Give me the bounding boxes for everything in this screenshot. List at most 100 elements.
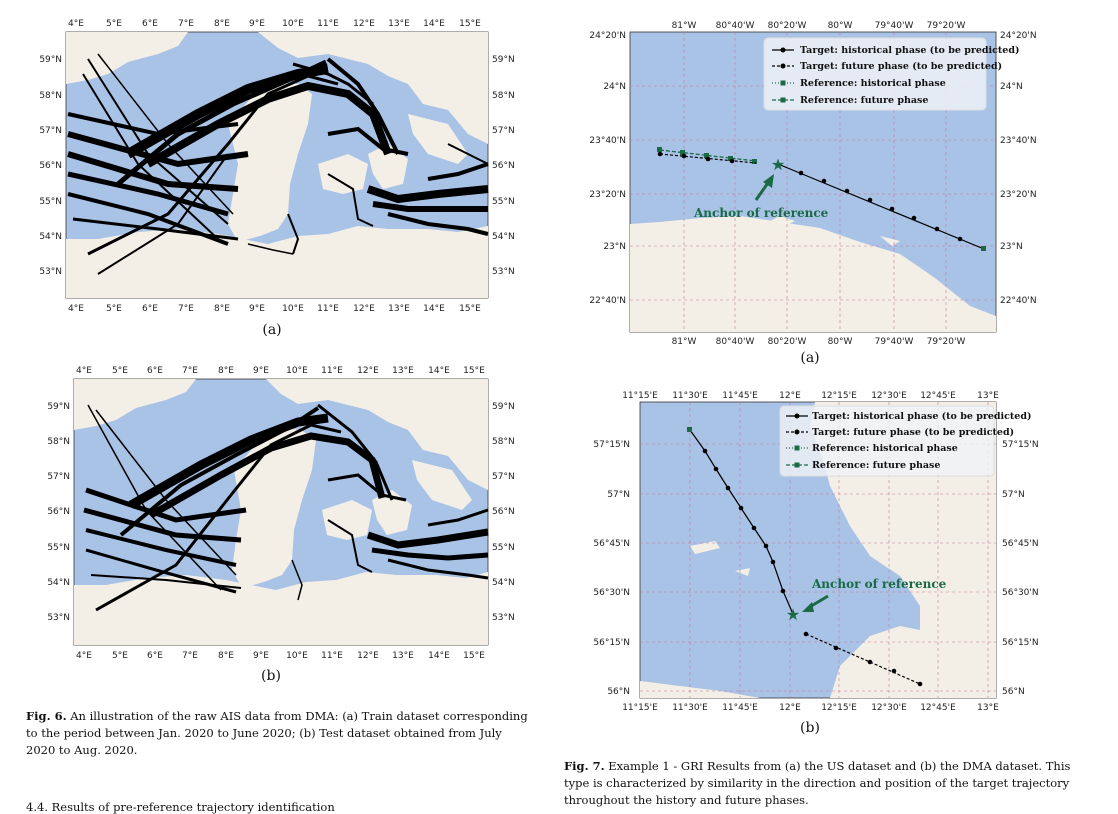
lat-tick: 56°30'N [1002, 588, 1039, 598]
lon-tick: 81°W [672, 21, 697, 31]
fig7a-legend: Target: historical phase (to be predicte… [772, 45, 1020, 106]
lat-tick: 57°N [1002, 490, 1025, 500]
lon-tick: 11°30'E [672, 703, 708, 713]
lon-tick: 13°E [977, 703, 999, 713]
lon-tick: 80°W [828, 337, 853, 347]
lon-tick: 80°20'W [768, 337, 807, 347]
lon-tick: 7°E [182, 651, 198, 661]
lon-tick: 8°E [214, 19, 230, 29]
lon-tick: 13°E [392, 651, 414, 661]
lat-tick: 55°N [47, 543, 70, 553]
legend-entry: Reference: future phase [812, 460, 940, 471]
lat-tick: 55°N [492, 197, 515, 207]
lon-tick: 81°W [672, 337, 697, 347]
fig6-panel-b: 4°E 5°E 6°E 7°E 8°E 9°E 10°E 11°E 12°E 1… [36, 360, 526, 666]
fig7b-lon-ticks-top: 11°15'E 11°30'E 11°45'E 12°E 12°15'E 12°… [622, 391, 999, 401]
lat-tick: 57°N [39, 126, 62, 136]
lon-tick: 80°W [828, 21, 853, 31]
lon-tick: 10°E [282, 304, 304, 314]
lat-tick: 59°N [492, 402, 515, 412]
lon-tick: 15°E [463, 651, 485, 661]
lon-tick: 6°E [142, 19, 158, 29]
lat-tick: 56°N [607, 687, 630, 697]
lon-tick: 9°E [249, 304, 265, 314]
fig7a-sublabel: (a) [800, 350, 820, 366]
fig7b-legend: Target: historical phase (to be predicte… [786, 411, 1032, 471]
lon-tick: 9°E [249, 19, 265, 29]
lon-tick: 14°E [423, 304, 445, 314]
lat-tick: 23°N [603, 242, 626, 252]
lat-tick: 24°N [603, 82, 626, 92]
fig7a-anchor-star-icon: ★ [771, 157, 785, 174]
lon-tick: 12°15'E [821, 391, 857, 401]
fig6b-sublabel: (b) [261, 668, 281, 684]
lat-tick: 56°N [1002, 687, 1025, 697]
lat-tick: 53°N [492, 267, 515, 277]
lon-tick: 80°20'W [768, 21, 807, 31]
lat-tick: 56°N [47, 507, 70, 517]
fig7-caption-label: Fig. 7. [564, 759, 605, 773]
lat-tick: 56°N [492, 507, 515, 517]
lat-tick: 58°N [47, 437, 70, 447]
lat-tick: 57°N [47, 472, 70, 482]
lat-tick: 57°15'N [1002, 440, 1039, 450]
legend-entry: Target: future phase (to be predicted) [812, 427, 1014, 438]
lat-tick: 56°15'N [593, 638, 630, 648]
fig7b-anchor-star-icon: ★ [786, 607, 800, 624]
fig7a-land [630, 216, 996, 332]
lat-tick: 55°N [39, 197, 62, 207]
lat-tick: 56°45'N [593, 539, 630, 549]
legend-entry: Target: future phase (to be predicted) [800, 61, 1002, 72]
lat-tick: 23°40'N [589, 136, 626, 146]
fig6a-lon-ticks-top: 4°E 5°E 6°E 7°E 8°E 9°E 10°E 11°E 12°E 1… [68, 19, 481, 29]
section-heading: 4.4. Results of pre-reference trajectory… [26, 800, 335, 814]
fig7a-anchor-label: Anchor of reference [693, 206, 829, 220]
lon-tick: 14°E [428, 651, 450, 661]
lon-tick: 12°30'E [871, 703, 907, 713]
fig6b-lon-ticks-bottom: 4°E 5°E 6°E 7°E 8°E 9°E 10°E 11°E 12°E 1… [76, 651, 485, 661]
lon-tick: 6°E [147, 651, 163, 661]
lat-tick: 56°N [39, 161, 62, 171]
fig7-panel-b: 11°15'E 11°30'E 11°45'E 12°E 12°15'E 12°… [590, 386, 1050, 716]
fig6-caption-text: An illustration of the raw AIS data from… [26, 709, 528, 757]
fig6a-tracks [67, 53, 489, 275]
fig7a-lat-ticks-right: 24°20'N 24°N 23°40'N 23°20'N 23°N 22°40'… [1000, 31, 1037, 306]
fig7b-anchor-label: Anchor of reference [811, 577, 947, 591]
lon-tick: 11°E [317, 19, 339, 29]
lat-tick: 53°N [492, 613, 515, 623]
lon-tick: 10°E [286, 651, 308, 661]
lat-tick: 24°20'N [589, 31, 626, 41]
lon-tick: 8°E [218, 651, 234, 661]
fig7b-target-track [687, 427, 923, 687]
fig7a-lon-ticks-bottom: 81°W 80°40'W 80°20'W 80°W 79°40'W 79°20'… [672, 337, 966, 347]
lat-tick: 22°40'N [589, 296, 626, 306]
lon-tick: 6°E [147, 366, 163, 376]
fig6-caption-label: Fig. 6. [26, 709, 67, 723]
lon-tick: 11°30'E [672, 391, 708, 401]
lon-tick: 10°E [286, 366, 308, 376]
lat-tick: 54°N [39, 232, 62, 242]
lon-tick: 79°40'W [875, 337, 914, 347]
fig6a-sublabel: (a) [262, 322, 282, 338]
lat-tick: 57°15'N [593, 440, 630, 450]
lon-tick: 79°20'W [927, 337, 966, 347]
legend-entry: Reference: future phase [800, 95, 928, 106]
lon-tick: 12°E [353, 19, 375, 29]
lon-tick: 15°E [459, 19, 481, 29]
fig7b-legend-box [779, 405, 995, 477]
lon-tick: 13°E [388, 304, 410, 314]
fig6a-lat-ticks-left: 59°N 58°N 57°N 56°N 55°N 54°N 53°N [39, 55, 62, 277]
fig7a-lon-ticks-top: 81°W 80°40'W 80°20'W 80°W 79°40'W 79°20'… [672, 21, 966, 31]
fig7-caption-text: Example 1 - GRI Results from (a) the US … [564, 759, 1071, 807]
lon-tick: 7°E [182, 366, 198, 376]
fig6-caption: Fig. 6. An illustration of the raw AIS d… [26, 708, 532, 759]
fig6b-lat-ticks-left: 59°N 58°N 57°N 56°N 55°N 54°N 53°N [47, 402, 70, 623]
lon-tick: 12°E [779, 391, 801, 401]
lon-tick: 6°E [142, 304, 158, 314]
fig6a-map: 4°E 5°E 6°E 7°E 8°E 9°E 10°E 11°E 12°E 1… [39, 19, 515, 314]
lat-tick: 54°N [492, 232, 515, 242]
fig7b-lat-ticks-right: 57°15'N 57°N 56°45'N 56°30'N 56°15'N 56°… [1002, 440, 1039, 697]
lat-tick: 58°N [39, 91, 62, 101]
lon-tick: 11°15'E [622, 703, 658, 713]
fig7a-legend-box [763, 37, 987, 111]
